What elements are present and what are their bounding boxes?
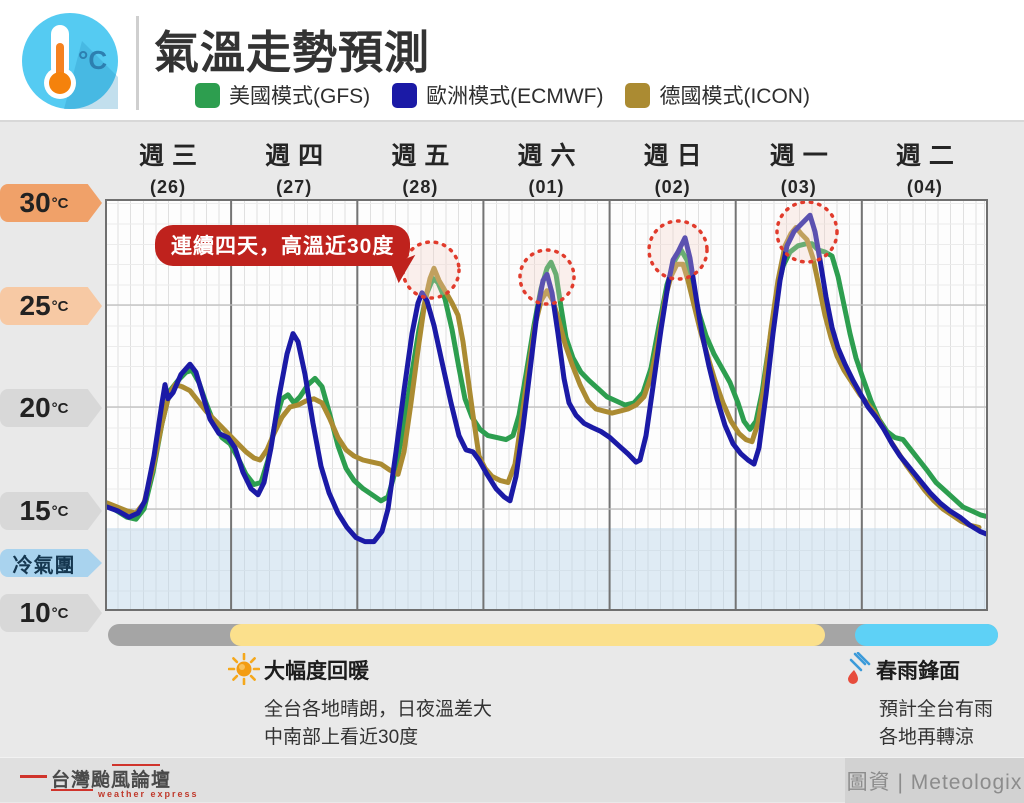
x-axis-day-週四: 週四 (27) [231,136,357,198]
x-axis-day-週二: 週二 (04) [862,136,988,198]
page-title: 氣溫走勢預測 [154,27,431,78]
peak-highlight-circle [518,248,576,306]
header: °C 氣溫走勢預測 美國模式(GFS) 歐洲模式(ECMWF) 德國模式(ICON) [0,0,1024,122]
cold-air-band [107,528,986,609]
legend-swatch [392,82,418,108]
y-axis-tag-25: 25 °C [0,287,102,325]
x-axis-day-週日: 週日 (02) [610,136,736,198]
x-label-date: (28) [402,177,439,197]
sun-icon [228,653,260,685]
chart-stage: 週三 (26) 週四 (27) 週五 (28) 週六 (01) 週日 (02) 週一 (03) 週二 (0… [0,122,1024,757]
x-label-date: (27) [276,177,313,197]
annotation-callout: 連續四天，高溫近30度 [155,225,411,266]
x-label-week: 週五 [391,142,458,170]
x-label-week: 週日 [643,142,710,170]
legend-item-德國模式(ICON): 德國模式(ICON) [625,80,810,110]
y-tag-unit: °C [51,194,69,212]
chart-legend: 美國模式(GFS) 歐洲模式(ECMWF) 德國模式(ICON) [195,80,832,110]
logo-subtext: weather express [98,789,199,799]
temperature-curve-ICON [107,225,982,530]
logo-text: 台灣颱風論壇 [51,770,172,791]
x-label-date: (26) [150,177,187,197]
x-label-date: (04) [906,177,943,197]
credit-text: 圖資 | Meteologix [846,770,1023,794]
x-axis-day-週六: 週六 (01) [483,136,609,198]
legend-item-歐洲模式(ECMWF): 歐洲模式(ECMWF) [392,80,603,110]
rain-line2: 各地再轉涼 [879,727,975,748]
x-label-week: 週一 [769,142,836,170]
y-tag-value: 冷氣團 [12,554,76,577]
x-label-week: 週三 [139,142,206,170]
peak-highlight-circle [647,219,709,281]
timeline-ribbon-warming [230,624,825,646]
y-axis-tag-10: 10 °C [0,594,102,632]
y-axis-tag-冷氣團: 冷氣團 [0,549,102,577]
x-label-date: (01) [528,177,565,197]
icon-unit-label: °C [78,45,107,75]
x-label-date: (03) [780,177,817,197]
y-axis-tag-15: 15 °C [0,492,102,530]
x-label-week: 週二 [895,142,962,170]
y-tag-value: 20 [19,392,51,423]
legend-swatch [625,82,651,108]
peak-highlight-circle [775,201,839,264]
x-axis-day-週三: 週三 (26) [105,136,231,198]
legend-swatch [195,82,220,108]
rain-title: 春雨鋒面 [876,660,960,683]
timeline-ribbon-rain [855,624,998,646]
credit-box: 圖資 | Meteologix [845,758,1024,803]
rain-line1: 預計全台有雨 [879,699,994,720]
rain-front-icon [848,652,871,684]
y-tag-value: 25 [19,290,51,321]
y-tag-value: 30 [19,187,51,218]
logo-underline [51,789,93,791]
y-tag-value: 10 [19,597,51,628]
y-tag-value: 15 [19,495,51,526]
legend-label: 歐洲模式(ECMWF) [426,85,604,108]
logo-dash [20,775,47,778]
x-label-week: 週六 [517,142,584,170]
y-tag-unit: °C [51,297,69,315]
y-tag-unit: °C [51,502,69,520]
header-divider [136,16,139,110]
y-axis-tag-30: 30 °C [0,184,102,222]
footer: 台灣颱風論壇 weather express 圖資 | Meteologix [0,757,1024,803]
y-tag-unit: °C [51,604,69,622]
x-axis-day-週五: 週五 (28) [357,136,483,198]
legend-label: 德國模式(ICON) [659,85,810,108]
warming-line2: 中南部上看近30度 [264,727,419,748]
x-label-date: (02) [654,177,691,197]
thermometer-icon: °C [22,13,118,109]
y-tag-unit: °C [51,399,69,417]
warming-line1: 全台各地晴朗，日夜溫差大 [264,699,493,720]
x-axis-day-週一: 週一 (03) [736,136,862,198]
plot-area: 連續四天，高溫近30度 [105,199,988,611]
legend-label: 美國模式(GFS) [229,85,371,108]
logo-topline [112,764,160,766]
y-axis-tag-20: 20 °C [0,389,102,427]
temperature-curves [107,201,986,609]
warming-title: 大幅度回暖 [264,660,369,683]
legend-item-美國模式(GFS): 美國模式(GFS) [195,80,370,110]
x-label-week: 週四 [265,142,332,170]
